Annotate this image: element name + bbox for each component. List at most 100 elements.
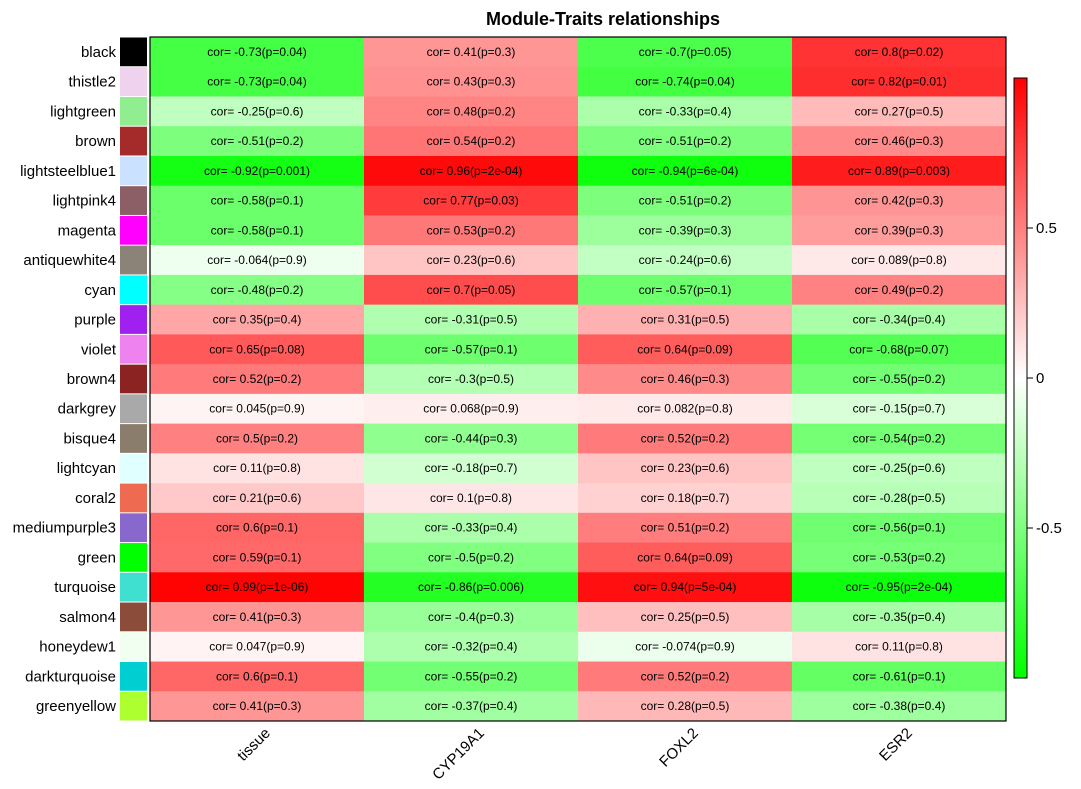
row-label: brown <box>75 133 116 150</box>
row-label: green <box>78 549 116 566</box>
heatmap-cell <box>364 691 579 722</box>
colorbar: 0.5 0 -0.5 <box>1013 77 1062 679</box>
heatmap-cell <box>150 304 365 335</box>
heatmap-cell <box>364 126 579 157</box>
heatmap-cell <box>150 364 365 395</box>
row-label: brown4 <box>67 371 116 388</box>
module-swatch <box>120 245 147 275</box>
cell-label: cor= 0.43(p=0.3) <box>427 75 516 89</box>
cell-label: cor= 0.27(p=0.5) <box>855 104 944 118</box>
colorbar-gradient <box>1013 77 1028 679</box>
cell-label: cor= -0.3(p=0.5) <box>428 372 514 386</box>
module-swatch <box>120 691 147 721</box>
cell-label: cor= 0.51(p=0.2) <box>641 521 730 535</box>
cell-label: cor= 0.31(p=0.5) <box>641 313 730 327</box>
cell-label: cor= 0.48(p=0.2) <box>427 104 516 118</box>
cell-label: cor= -0.86(p=0.006) <box>418 580 524 594</box>
cell-label: cor= 0.5(p=0.2) <box>216 431 298 445</box>
module-swatch <box>120 394 147 424</box>
heatmap-cell <box>364 512 579 544</box>
heatmap-cell <box>578 126 793 157</box>
cell-label: cor= 0.94(p=5e-04) <box>634 580 737 594</box>
cell-label: cor= 0.46(p=0.3) <box>641 372 730 386</box>
heatmap-cell <box>150 572 365 603</box>
heatmap-cell <box>792 512 1007 544</box>
cell-label: cor= 0.047(p=0.9) <box>209 640 304 654</box>
heatmap-cell <box>792 96 1007 127</box>
cell-label: cor= 0.46(p=0.3) <box>855 134 944 148</box>
heatmap-cell <box>578 602 793 633</box>
cell-label: cor= 0.082(p=0.8) <box>637 402 732 416</box>
cell-label: cor= 0.089(p=0.8) <box>851 253 946 267</box>
heatmap-cell <box>792 66 1007 97</box>
cell-label: cor= -0.68(p=0.07) <box>849 342 948 356</box>
cell-label: cor= -0.31(p=0.5) <box>425 313 518 327</box>
cell-label: cor= 0.53(p=0.2) <box>427 223 516 237</box>
module-swatch <box>120 453 147 483</box>
cell-label: cor= 0.41(p=0.3) <box>213 699 302 713</box>
row-label: magenta <box>58 222 117 239</box>
heatmap-cell <box>792 631 1007 663</box>
cell-label: cor= -0.15(p=0.7) <box>853 402 946 416</box>
heatmap-cell <box>792 37 1007 68</box>
heatmap-cell <box>150 185 365 216</box>
colorbar-tick-label: -0.5 <box>1036 520 1062 537</box>
row-label: bisque4 <box>63 430 116 447</box>
heatmap-cell <box>578 661 793 692</box>
cell-label: cor= 0.18(p=0.7) <box>641 491 730 505</box>
cell-label: cor= 0.82(p=0.01) <box>851 75 946 89</box>
cell-label: cor= 0.1(p=0.8) <box>430 491 512 505</box>
heatmap-cell <box>364 393 579 425</box>
colorbar-tick-label: 0 <box>1036 370 1044 387</box>
module-swatch <box>120 543 147 572</box>
cell-label: cor= 0.21(p=0.6) <box>213 491 302 505</box>
cell-label: cor= -0.73(p=0.04) <box>207 45 306 59</box>
cell-label: cor= -0.55(p=0.2) <box>425 669 518 683</box>
column-labels: tissue CYP19A1 FOXL2 ESR2 <box>234 725 916 784</box>
row-label: darkgrey <box>58 401 117 418</box>
heatmap-cell <box>364 423 579 454</box>
column-label: FOXL2 <box>656 725 702 771</box>
cell-label: cor= -0.064(p=0.9) <box>207 253 306 267</box>
cell-label: cor= -0.74(p=0.04) <box>635 75 734 89</box>
cell-label: cor= 0.96(p=2e-04) <box>420 164 523 178</box>
heatmap-cell <box>578 572 793 603</box>
heatmap-cell <box>792 364 1007 395</box>
cell-label: cor= 0.52(p=0.2) <box>641 431 730 445</box>
cell-label: cor= -0.51(p=0.2) <box>211 134 304 148</box>
cell-label: cor= 0.23(p=0.6) <box>427 253 516 267</box>
heatmap-cell <box>792 572 1007 603</box>
cell-label: cor= 0.42(p=0.3) <box>855 194 944 208</box>
module-swatch <box>120 632 147 662</box>
heatmap-cell <box>150 542 365 573</box>
cell-label: cor= -0.48(p=0.2) <box>211 283 304 297</box>
heatmap-cell <box>364 364 579 395</box>
heatmap-cell <box>364 661 579 692</box>
cell-label: cor= 0.54(p=0.2) <box>427 134 516 148</box>
heatmap-cell <box>792 334 1007 365</box>
module-color-swatches <box>120 37 147 721</box>
heatmap-cell <box>578 423 793 454</box>
heatmap-cell <box>792 215 1007 246</box>
heatmap-cell <box>792 274 1007 306</box>
heatmap-cell <box>578 215 793 246</box>
heatmap-cell <box>150 423 365 454</box>
cell-label: cor= -0.44(p=0.3) <box>425 431 518 445</box>
cell-label: cor= -0.39(p=0.3) <box>639 223 732 237</box>
cell-label: cor= -0.18(p=0.7) <box>425 461 518 475</box>
heatmap-cell <box>578 483 793 514</box>
cell-label: cor= 0.64(p=0.09) <box>637 550 732 564</box>
heatmap-cell <box>578 185 793 216</box>
heatmap-cell <box>578 96 793 127</box>
heatmap-cell <box>792 423 1007 454</box>
cell-label: cor= -0.37(p=0.4) <box>425 699 518 713</box>
column-label: CYP19A1 <box>429 725 488 784</box>
heatmap-cell <box>364 483 579 514</box>
heatmap-cell <box>364 96 579 127</box>
heatmap-cell <box>150 96 365 127</box>
cell-label: cor= -0.55(p=0.2) <box>853 372 946 386</box>
row-label: purple <box>74 312 116 329</box>
cell-label: cor= -0.28(p=0.5) <box>853 491 946 505</box>
module-swatch <box>120 96 147 126</box>
